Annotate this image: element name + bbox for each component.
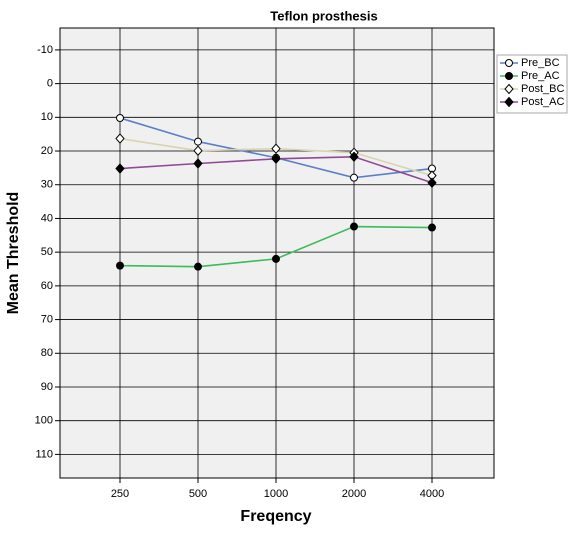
x-tick-label: 500: [189, 488, 207, 500]
legend-label: Pre_BC: [521, 57, 560, 69]
chart-title: Teflon prosthesis: [270, 8, 377, 23]
data-point: [115, 133, 125, 144]
x-tick-label: 1000: [264, 488, 288, 500]
data-point: [193, 145, 203, 156]
data-point: [193, 158, 203, 169]
y-tick-label: 0: [47, 78, 53, 90]
data-point: [350, 173, 358, 182]
y-tick-label: 80: [41, 347, 53, 359]
data-point: [271, 153, 281, 165]
data-point: [115, 163, 125, 174]
x-tick-label: 250: [111, 488, 129, 500]
y-tick-label: 100: [35, 415, 53, 427]
data-point: [349, 151, 359, 163]
data-point: [116, 114, 124, 122]
legend-label: Pre_AC: [521, 70, 560, 82]
data-point: [427, 177, 437, 188]
x-tick-label: 2000: [342, 488, 366, 500]
y-tick-label: 50: [41, 246, 53, 258]
x-tick-label: 4000: [420, 488, 444, 500]
data-point: [271, 143, 281, 154]
data-point: [116, 261, 124, 270]
legend-label: Post_BC: [521, 83, 564, 95]
y-tick-label: 60: [41, 280, 53, 292]
y-tick-label: 30: [41, 179, 53, 191]
y-tick-label: 20: [41, 145, 53, 157]
data-point: [272, 254, 280, 263]
legend-marker: [504, 96, 514, 108]
y-tick-label: 40: [41, 212, 53, 224]
y-tick-label: 10: [41, 111, 53, 123]
data-point: [194, 262, 202, 271]
legend-label: Post_AC: [521, 96, 564, 108]
y-tick-label: -10: [37, 44, 53, 56]
data-point: [350, 222, 358, 231]
y-axis-label: Mean Threshold: [5, 192, 22, 315]
y-tick-label: 110: [35, 448, 53, 460]
legend-marker: [505, 72, 513, 80]
data-point: [428, 223, 436, 232]
legend-marker: [504, 83, 514, 95]
data-point: [194, 137, 202, 146]
plot-area: [59, 27, 495, 479]
y-tick-label: 90: [41, 381, 53, 393]
y-tick-label: 70: [41, 313, 53, 325]
legend-marker: [505, 59, 513, 67]
x-axis-label: Freqency: [240, 508, 311, 525]
